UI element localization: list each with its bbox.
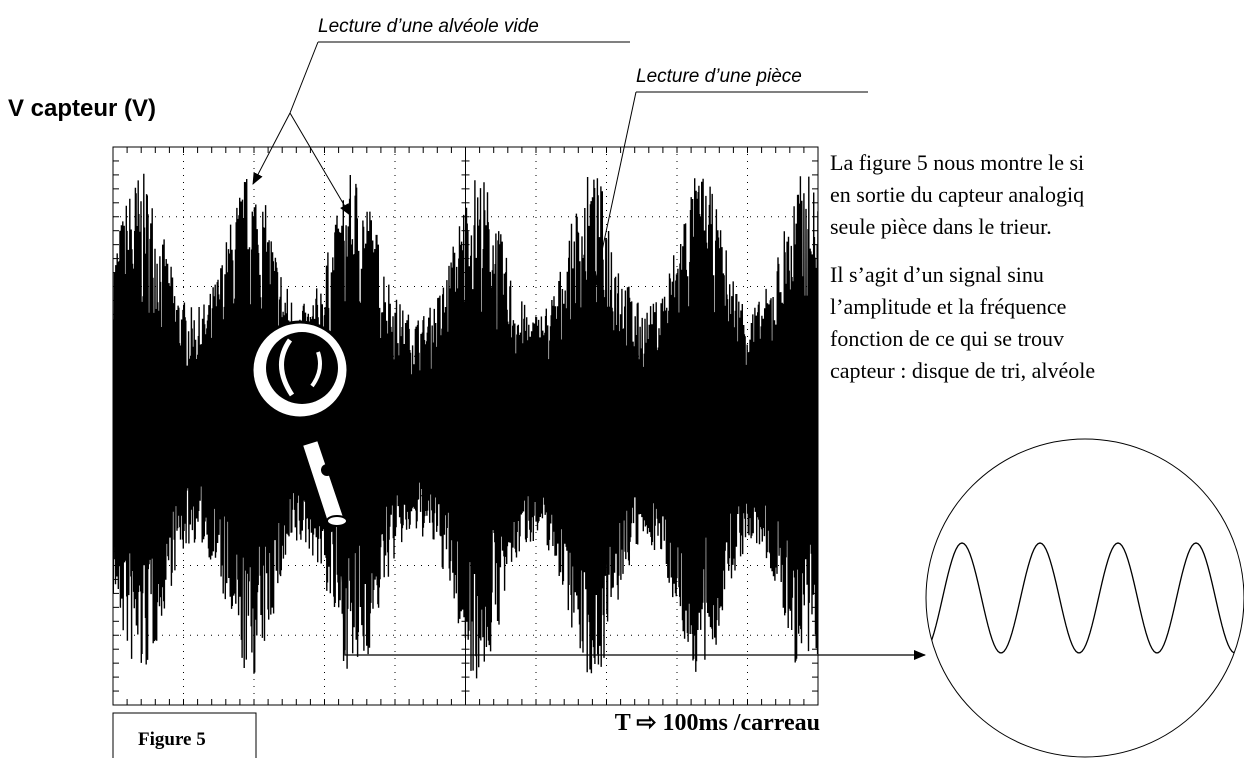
arrow	[290, 113, 350, 215]
text-line: capteur : disque de tri, alvéole	[830, 358, 1095, 383]
leader	[290, 42, 318, 113]
text-line: Il s’agit d’un signal sinu	[830, 262, 1044, 287]
page: Lecture d’une alvéole vide Lecture d’une…	[0, 0, 1244, 758]
zoom-arrow	[340, 530, 925, 655]
text-line: seule pièce dans le trieur.	[830, 214, 1052, 239]
body-text: La figure 5 nous montre le si en sortie d…	[830, 150, 1095, 383]
text-line: en sortie du capteur analogiq	[830, 182, 1084, 207]
text-line: La figure 5 nous montre le si	[830, 150, 1084, 175]
text-line: fonction de ce qui se trouv	[830, 326, 1064, 351]
annotation: Lecture d’une alvéole vide	[318, 16, 539, 37]
time-base: T ⇨ 100ms /carreau	[615, 710, 820, 736]
text-line: l’amplitude et la fréquence	[830, 294, 1066, 319]
figure: Lecture d’une alvéole vide Lecture d’une…	[0, 0, 1244, 758]
axis-label: V capteur (V)	[8, 95, 156, 122]
zoom-circle	[926, 439, 1244, 757]
arrow	[253, 113, 290, 184]
figure-label: Figure 5	[138, 729, 206, 750]
annotation: Lecture d’une pièce	[636, 66, 802, 87]
